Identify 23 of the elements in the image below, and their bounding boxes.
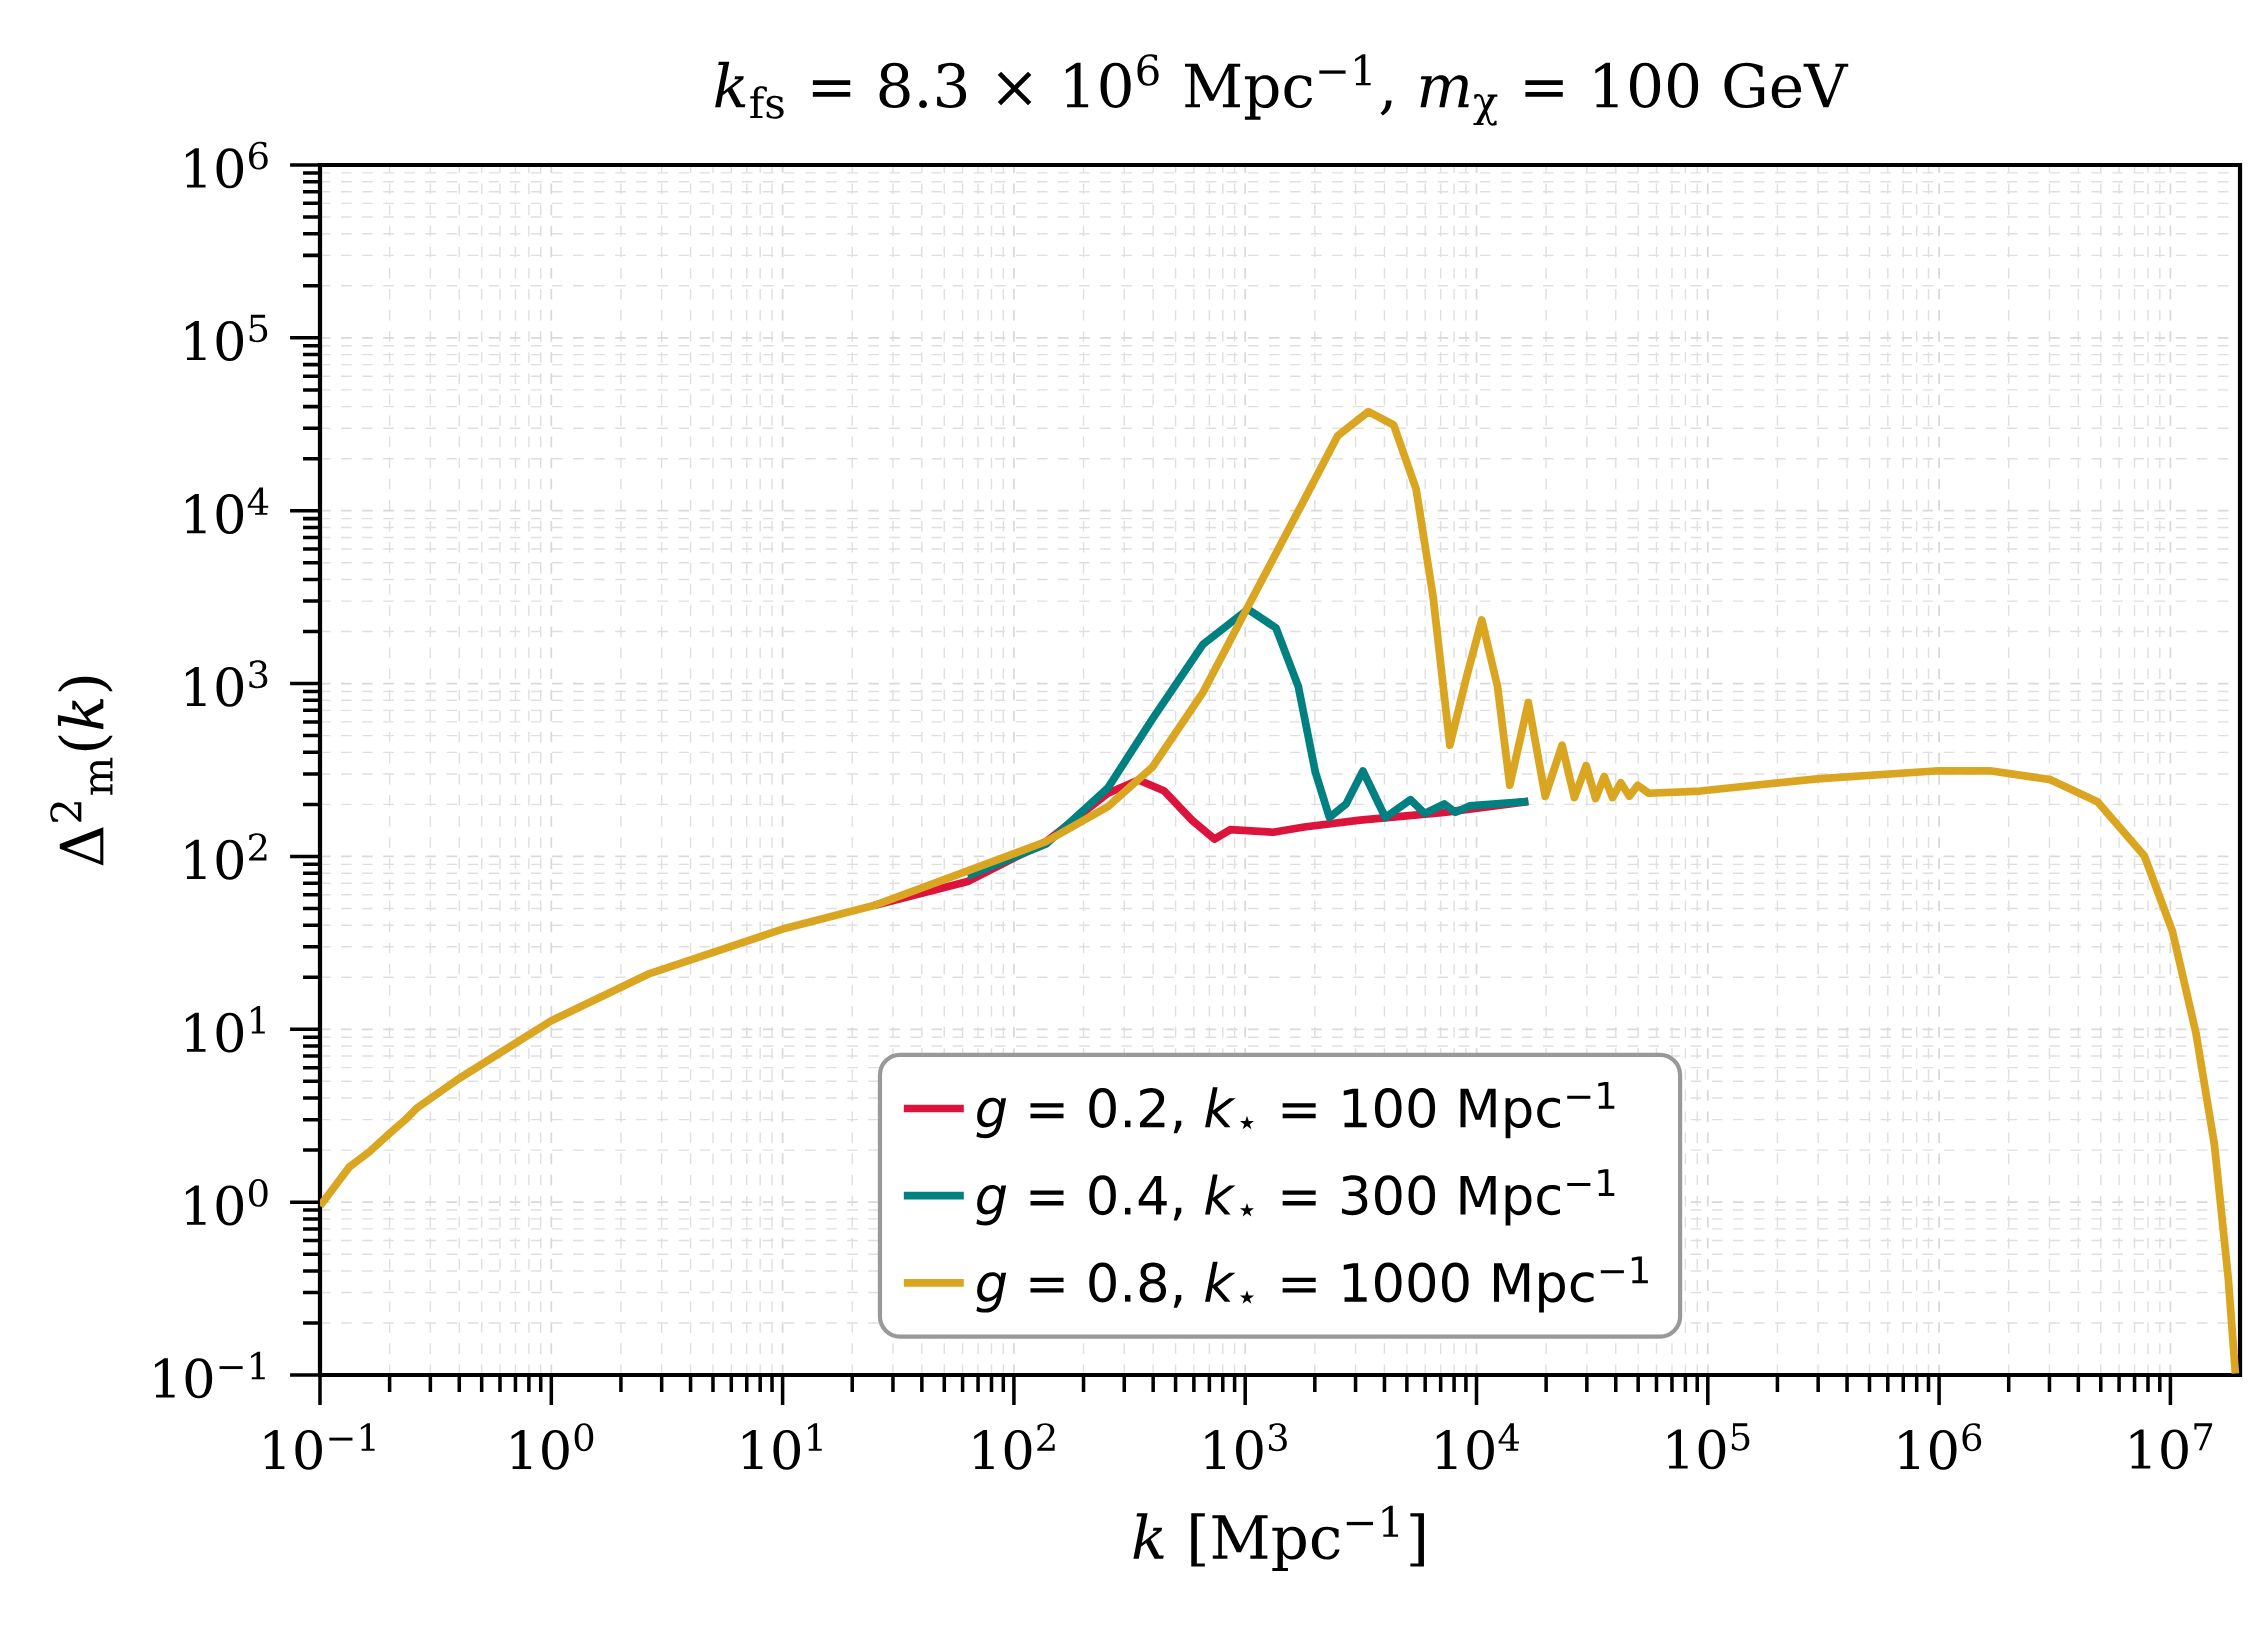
legend-label: g = 0.8, k$_{⋆}$ = 1000 Mpc$^{−1}$	[976, 1256, 1648, 1313]
x-tick-label: 10$^{−1}$	[264, 1423, 375, 1470]
x-tick-label: 10$^{2}$	[974, 1423, 1055, 1470]
y-tick-label: 10$^{5}$	[185, 314, 268, 361]
y-tick-label: 10$^{4}$	[185, 487, 269, 534]
x-tick-label: 10$^{1}$	[742, 1423, 822, 1470]
x-tick-label: 10$^{0}$	[511, 1423, 594, 1470]
y-tick-label: 10$^{1}$	[185, 1006, 265, 1053]
y-tick-label: 10$^{2}$	[185, 833, 267, 880]
x-tick-label: 10$^{7}$	[2130, 1423, 2213, 1470]
y-tick-label: 10$^{6}$	[185, 141, 268, 189]
legend-label: g = 0.2, k$_{⋆}$ = 100 Mpc$^{−1}$	[976, 1081, 1615, 1139]
x-tick-label: 10$^{6}$	[1899, 1423, 1982, 1470]
x-tick-label: 10$^{5}$	[1668, 1423, 1750, 1470]
y-tick-label: 10$^{0}$	[185, 1178, 268, 1226]
y-tick-label: 10$^{3}$	[185, 660, 268, 707]
x-tick-label: 10$^{4}$	[1436, 1423, 1520, 1470]
y-axis-title: Δ$^{2}$$_{m}$(k)	[50, 676, 113, 866]
x-axis-title: k [Mpc$^{−1}$]	[1133, 1505, 1424, 1572]
x-tick-label: 10$^{3}$	[1205, 1423, 1287, 1470]
y-tick-label: 10$^{−1}$	[155, 1351, 265, 1399]
legend-label: g = 0.4, k$_{⋆}$ = 300 Mpc$^{−1}$	[976, 1169, 1615, 1226]
chart-title: k$_{fs}$ = 8.3 × 10$^{6}$ Mpc$^{−1}$, m$_{χ}$ = 100 GeV	[715, 54, 1849, 126]
